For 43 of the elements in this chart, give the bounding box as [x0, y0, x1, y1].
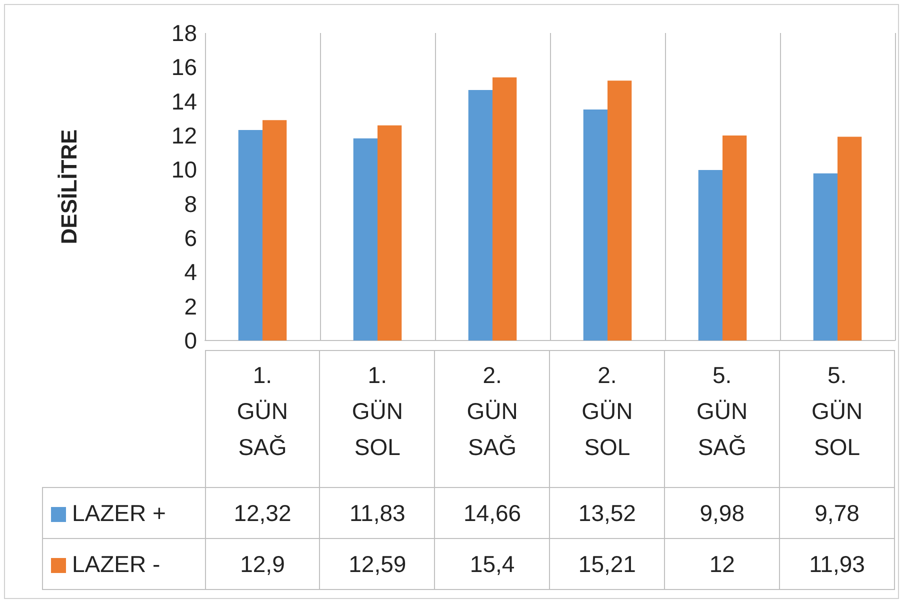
y-tick-label: 2 [184, 293, 197, 320]
data-label: 11,83 [320, 488, 435, 538]
data-label: 12,59 [320, 538, 435, 590]
data-label: 9,78 [780, 488, 894, 538]
bar [262, 120, 287, 340]
bar [813, 173, 838, 340]
y-tick-label: 4 [184, 259, 198, 286]
y-tick-label: 6 [184, 225, 197, 251]
bar [838, 136, 862, 340]
data-label: 13,52 [550, 488, 665, 538]
bar [468, 90, 492, 340]
legend-label: LAZER - [72, 550, 160, 576]
y-tick-label: 18 [171, 20, 197, 46]
legend-label: LAZER + [72, 500, 166, 526]
x-tick-label: 2. GÜN SOL [580, 361, 634, 462]
data-label: 12,32 [205, 488, 320, 538]
bar [722, 136, 747, 340]
data-label: 12 [664, 538, 780, 590]
x-tick-label: 5. GÜN SAĞ [696, 361, 749, 462]
data-label: 15,21 [550, 538, 665, 590]
y-tick-label: 14 [171, 88, 198, 114]
bar [583, 110, 608, 340]
x-tick-label: 1. GÜN SOL [350, 361, 404, 462]
y-axis-title: DESİLİTRE [56, 129, 82, 244]
data-label: 12,9 [205, 538, 320, 590]
y-tick-label: 16 [171, 54, 197, 80]
data-label: 11,93 [780, 538, 894, 590]
x-tick-label: 1. GÜN SAĞ [236, 361, 290, 462]
bar [353, 138, 378, 340]
bar [238, 130, 262, 340]
y-tick-label: 8 [184, 190, 197, 217]
x-tick-label: 2. GÜN SAĞ [466, 361, 519, 462]
y-tick-label: 12 [171, 122, 197, 148]
bar [378, 125, 402, 340]
y-tick-label: 0 [184, 328, 197, 354]
data-label: 15,4 [434, 538, 550, 590]
x-tick-label: 5. GÜN SOL [810, 361, 864, 462]
bar [492, 77, 517, 340]
bar [698, 170, 722, 340]
y-tick-label: 10 [171, 156, 197, 183]
data-label: 9,98 [664, 488, 780, 538]
data-label: 14,66 [434, 488, 550, 538]
bar [608, 80, 632, 340]
